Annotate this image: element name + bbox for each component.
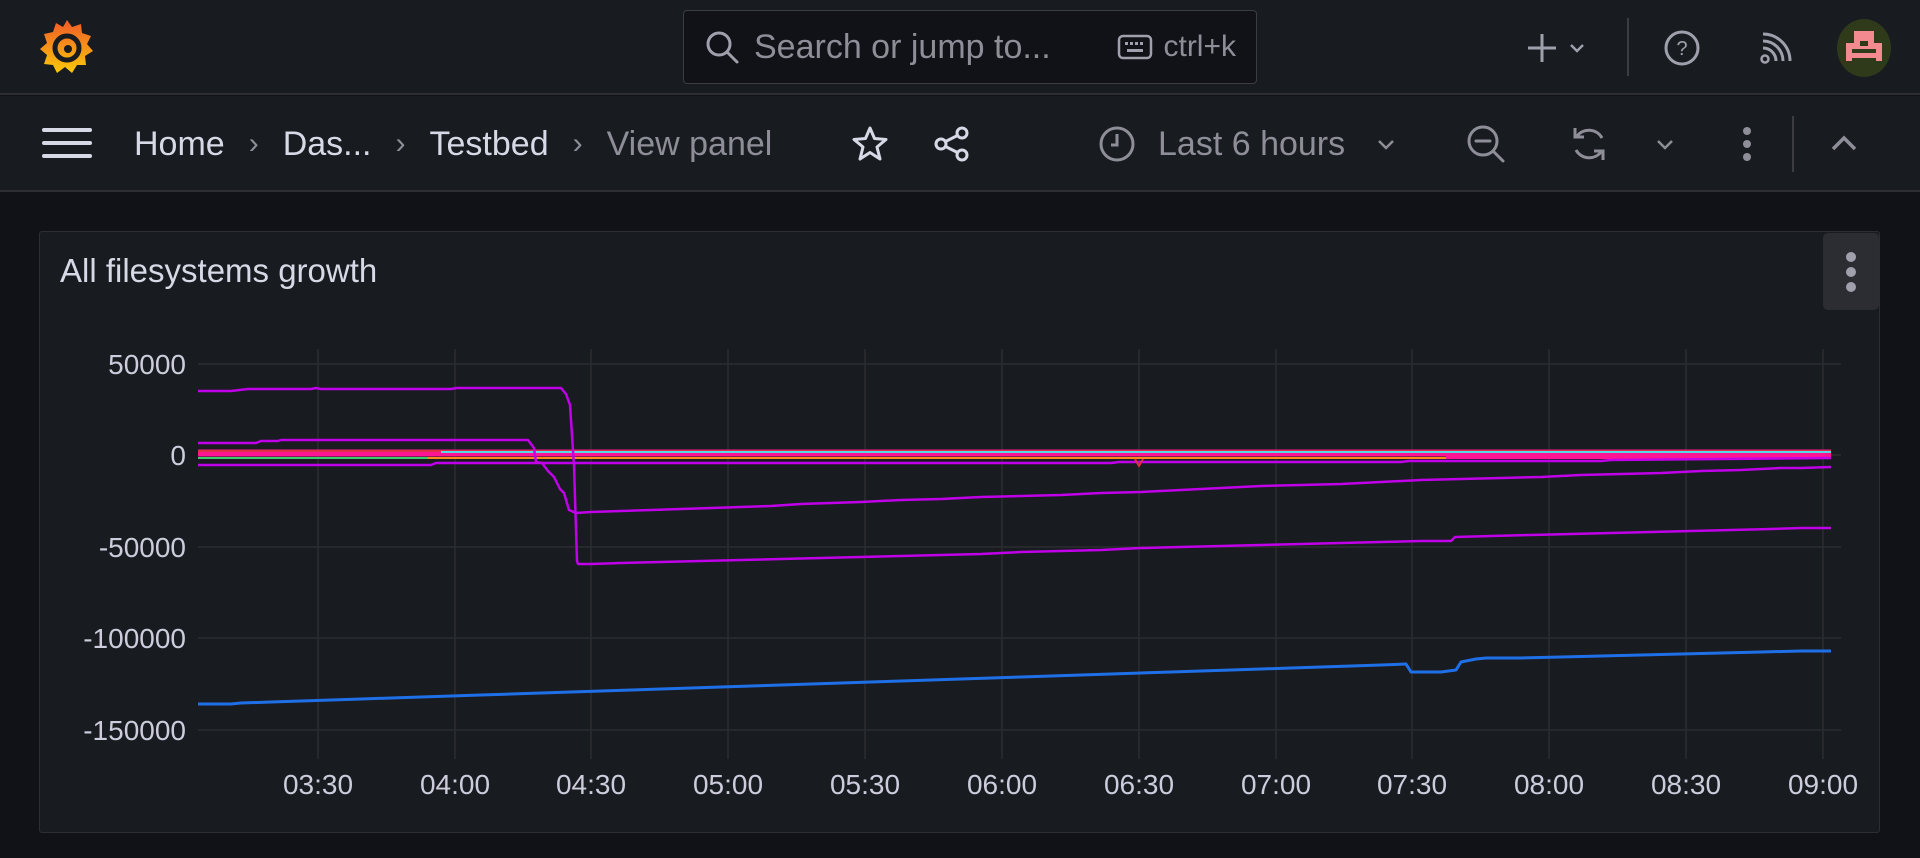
user-avatar-icon [1846,30,1882,61]
x-tick: 07:00 [1241,769,1311,800]
menu-dot [1846,251,1856,262]
panel-title: All filesystems growth [60,252,378,289]
refresh-interval-dropdown[interactable] [1650,133,1680,155]
x-tick: 04:00 [420,769,490,800]
star-icon [852,126,888,161]
chevron-down-icon [1570,43,1584,53]
rss-news-icon [1760,32,1792,64]
shortcut-label: ctrl+k [1163,30,1236,63]
divider [1792,116,1794,172]
series-blue [198,649,1831,706]
breadcrumb-home[interactable]: Home [134,124,225,163]
series-purple-1 [198,386,1831,566]
timeseries-chart[interactable]: 50000 0 -50000 -100000 -150000 03:30 04:… [40,232,1881,834]
chevron-right-icon: › [395,127,406,160]
y-tick: -50000 [99,532,186,563]
search-icon [706,31,739,64]
top-bar: Search or jump to... ctrl+k ? [0,0,1920,95]
x-tick: 07:30 [1377,769,1447,800]
panel-menu-button[interactable] [1823,233,1879,310]
clock-icon [1099,126,1135,162]
zoom-out-icon [1467,125,1505,163]
breadcrumb-view-panel: View panel [606,124,773,163]
collapse-navbar-button[interactable] [1824,129,1864,159]
search-shortcut: ctrl+k [1117,30,1236,64]
divider [1627,18,1629,76]
chevron-right-icon: › [572,127,583,160]
menu-dot [1846,281,1856,292]
series-purple-2 [198,438,1832,515]
new-button[interactable] [1516,31,1596,65]
panel: All filesystems growth [39,231,1880,833]
search-box[interactable]: Search or jump to... ctrl+k [683,10,1257,84]
x-tick: 08:00 [1514,769,1584,800]
menu-dot [1846,266,1856,277]
keyboard-icon [1118,34,1153,60]
y-tick: 50000 [108,349,186,380]
x-tick: 04:30 [556,769,626,800]
star-button[interactable] [850,125,890,163]
y-tick: -150000 [83,715,186,746]
refresh-icon [1573,128,1605,160]
x-tick: 05:00 [693,769,763,800]
annotation-dip [1134,458,1144,467]
search-placeholder[interactable]: Search or jump to... [754,27,1051,66]
zoom-out-button[interactable] [1466,124,1506,164]
chevron-right-icon: › [248,127,259,160]
breadcrumb-dashboards[interactable]: Das... [282,124,372,163]
help-button[interactable]: ? [1660,29,1704,67]
y-axis: 50000 0 -50000 -100000 -150000 [83,349,186,746]
svg-text:?: ? [1676,38,1687,60]
nav-bar: Home › Das... › Testbed › View panel Las… [0,96,1920,192]
x-axis: 03:30 04:00 04:30 05:00 05:30 06:00 06:3… [283,769,1858,800]
news-button[interactable] [1756,30,1796,66]
x-tick: 03:30 [283,769,353,800]
time-range-label: Last 6 hours [1158,124,1346,163]
breadcrumb-testbed[interactable]: Testbed [429,124,549,163]
chevron-down-icon [1378,140,1395,150]
share-icon [934,126,969,162]
avatar[interactable] [1837,18,1891,77]
menu-icon[interactable] [42,126,92,160]
share-button[interactable] [932,125,972,163]
more-options-button[interactable] [1732,125,1762,163]
y-tick: 0 [170,440,186,471]
x-tick: 08:30 [1651,769,1721,800]
plus-icon [1528,33,1556,62]
x-tick: 05:30 [830,769,900,800]
more-vertical-icon [1743,127,1751,161]
refresh-button[interactable] [1568,124,1610,164]
help-icon: ? [1664,30,1700,65]
grafana-logo-icon[interactable] [38,18,96,78]
x-tick: 09:00 [1788,769,1858,800]
time-range-picker[interactable]: Last 6 hours [1098,96,1397,192]
chevron-down-icon [1657,140,1673,150]
x-tick: 06:00 [967,769,1037,800]
breadcrumb: Home › Das... › Testbed › View panel [134,96,772,192]
chevron-up-icon [1831,135,1857,151]
series-purple-3 [198,456,1832,467]
y-tick: -100000 [83,623,186,654]
x-tick: 06:30 [1104,769,1174,800]
